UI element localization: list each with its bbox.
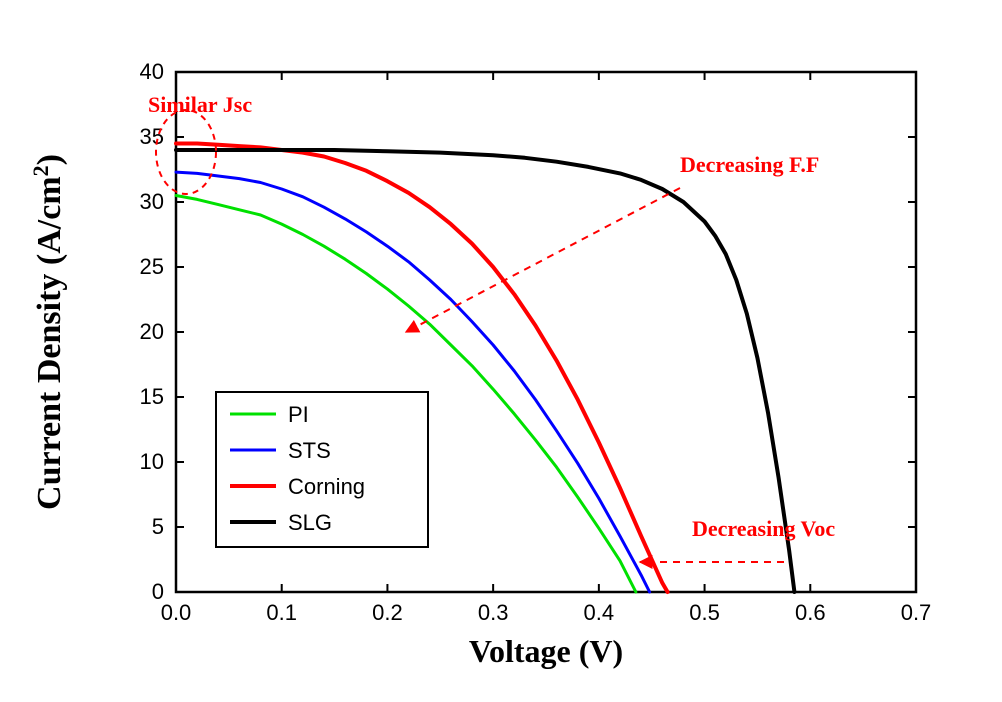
x-tick-label: 0.7: [901, 600, 932, 625]
y-tick-label: 15: [140, 384, 164, 409]
y-tick-label: 10: [140, 449, 164, 474]
y-axis-label: Current Density (A/cm2): [28, 154, 69, 510]
legend-label-pi: PI: [288, 402, 309, 427]
x-tick-label: 0.6: [795, 600, 826, 625]
y-tick-label: 25: [140, 254, 164, 279]
chart-stage: 0.0 0.1 0.2 0.3 0.4 0.5 0.6 0.7 0 5 10 15 20 25 30 35 40…: [0, 0, 1002, 702]
x-tick-label: 0.4: [584, 600, 615, 625]
x-axis-label: Voltage (V): [469, 633, 623, 669]
legend-label-sts: STS: [288, 438, 331, 463]
x-tick-label: 0.2: [372, 600, 403, 625]
x-tick-label: 0.3: [478, 600, 509, 625]
x-tick-label: 0.5: [689, 600, 720, 625]
y-tick-label: 20: [140, 319, 164, 344]
x-tick-label: 0.0: [161, 600, 192, 625]
y-tick-label: 40: [140, 59, 164, 84]
y-tick-label: 5: [152, 514, 164, 539]
y-tick-label: 30: [140, 189, 164, 214]
annotation-decreasing-voc: Decreasing Voc: [692, 516, 835, 541]
legend-label-corning: Corning: [288, 474, 365, 499]
annotation-decreasing-ff: Decreasing F.F: [680, 152, 819, 177]
x-tick-label: 0.1: [266, 600, 297, 625]
y-tick-label: 35: [140, 124, 164, 149]
chart-svg: 0.0 0.1 0.2 0.3 0.4 0.5 0.6 0.7 0 5 10 15 20 25 30 35 40…: [0, 0, 1002, 702]
y-tick-label: 0: [152, 579, 164, 604]
legend-label-slg: SLG: [288, 510, 332, 535]
annotation-similar-jsc: Similar Jsc: [148, 92, 252, 117]
